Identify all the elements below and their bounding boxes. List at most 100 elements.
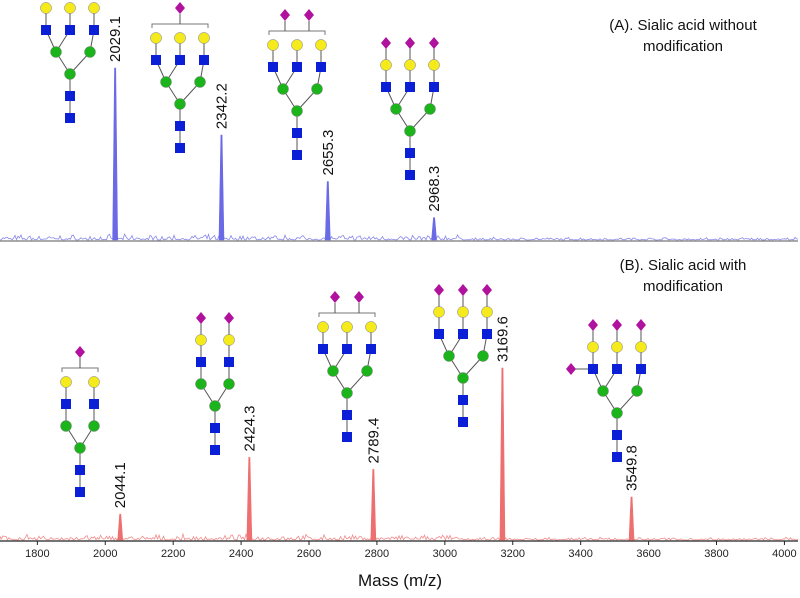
peak — [499, 367, 506, 541]
mannose — [223, 378, 235, 390]
mannose — [327, 365, 339, 377]
glycans — [40, 2, 647, 497]
galactose — [315, 39, 327, 51]
galactose — [611, 341, 623, 353]
glcnac — [482, 329, 492, 339]
x-tick-label: 3000 — [433, 548, 457, 560]
mannose — [64, 68, 76, 80]
noise — [0, 233, 799, 241]
mannose — [50, 46, 62, 58]
panel-title: (A). Sialic acid without — [609, 17, 757, 34]
glcnac — [268, 62, 278, 72]
glcnac — [175, 121, 185, 131]
mannose — [477, 350, 489, 362]
glcnac — [636, 364, 646, 374]
glcnac — [210, 445, 220, 455]
glcnac — [75, 487, 85, 497]
glcnac — [75, 465, 85, 475]
sialic-acid — [636, 319, 646, 331]
sialic-acid — [434, 284, 444, 296]
panel-title: modification — [643, 38, 723, 55]
x-axis-label: Mass (m/z) — [358, 571, 442, 590]
peak — [218, 134, 225, 241]
peak-label: 2968.3 — [426, 166, 443, 212]
x-tick-label: 2200 — [161, 548, 185, 560]
x-tick-label: 3400 — [568, 548, 592, 560]
glcnac — [434, 329, 444, 339]
panel-title: modification — [643, 278, 723, 295]
mannose — [341, 387, 353, 399]
glcnac — [316, 62, 326, 72]
galactose — [291, 39, 303, 51]
glcnac — [366, 344, 376, 354]
peak — [246, 457, 253, 541]
galactose — [195, 334, 207, 346]
glcnac — [175, 55, 185, 65]
mannose — [84, 46, 96, 58]
mannose — [443, 350, 455, 362]
galactose — [341, 321, 353, 333]
peak — [431, 217, 437, 241]
glcnac — [405, 148, 415, 158]
bracket — [318, 312, 376, 317]
sialic-acid — [612, 319, 622, 331]
galactose — [635, 341, 647, 353]
galactose — [40, 2, 52, 14]
sialic-acid — [196, 312, 206, 324]
peak-label: 2342.2 — [213, 83, 230, 129]
glcnac — [89, 25, 99, 35]
glcnac — [292, 62, 302, 72]
x-tick-label: 2000 — [93, 548, 117, 560]
glcnac — [175, 143, 185, 153]
sialic-acid — [405, 37, 415, 49]
glcnac — [429, 82, 439, 92]
x-tick-label: 4000 — [772, 548, 796, 560]
mannose — [74, 442, 86, 454]
glcnac — [196, 357, 206, 367]
glcnac — [405, 170, 415, 180]
glcnac — [458, 417, 468, 427]
peak — [112, 67, 118, 241]
galactose — [198, 32, 210, 44]
bracket — [268, 30, 326, 35]
panel-title: (B). Sialic acid with — [620, 257, 747, 274]
mannose — [194, 76, 206, 88]
mannose — [60, 420, 72, 432]
mannose — [160, 76, 172, 88]
mannose — [209, 400, 221, 412]
galactose — [380, 59, 392, 71]
sialic-acid — [566, 363, 576, 375]
x-tick-label: 3200 — [501, 548, 525, 560]
peak — [628, 496, 635, 541]
galactose — [267, 39, 279, 51]
mannose — [291, 105, 303, 117]
mannose — [174, 98, 186, 110]
mannose — [277, 83, 289, 95]
peak — [117, 513, 124, 541]
x-tick-label: 2400 — [229, 548, 253, 560]
mannose — [424, 103, 436, 115]
galactose — [457, 306, 469, 318]
glcnac — [292, 128, 302, 138]
glcnac — [292, 150, 302, 160]
glcnac — [342, 432, 352, 442]
mannose — [361, 365, 373, 377]
galactose — [433, 306, 445, 318]
sialic-acid — [75, 346, 85, 358]
peak-label: 3169.6 — [494, 316, 511, 362]
glcnac — [199, 55, 209, 65]
mannose — [311, 83, 323, 95]
glcnac — [65, 113, 75, 123]
galactose — [174, 32, 186, 44]
galactose — [404, 59, 416, 71]
glcnac — [458, 395, 468, 405]
mannose — [195, 378, 207, 390]
noise — [0, 532, 799, 541]
galactose — [88, 376, 100, 388]
mannose — [611, 407, 623, 419]
galactose — [481, 306, 493, 318]
glcnac — [210, 423, 220, 433]
x-tick-label: 3800 — [704, 548, 728, 560]
glcnac — [318, 344, 328, 354]
x-tick-label: 1800 — [25, 548, 49, 560]
